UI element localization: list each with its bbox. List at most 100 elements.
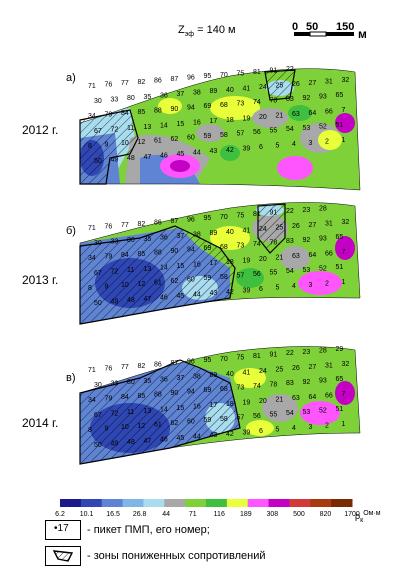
picket-number: 6 bbox=[259, 428, 263, 435]
picket-number: 10 bbox=[121, 424, 129, 431]
picket-number: 67 bbox=[94, 128, 102, 135]
picket-number: 25 bbox=[276, 83, 284, 90]
picket-number: 60 bbox=[187, 419, 195, 426]
picket-number: 70 bbox=[220, 356, 228, 363]
picket-number: 9 bbox=[105, 426, 109, 433]
picket-number: 12 bbox=[138, 423, 146, 430]
picket-number: 61 bbox=[154, 137, 162, 144]
low-resistivity-zone-2014 bbox=[79, 359, 241, 465]
picket-number: 29 bbox=[336, 346, 344, 353]
picket-number: 89 bbox=[210, 88, 218, 95]
picket-number: 58 bbox=[220, 274, 228, 281]
picket-number: 60 bbox=[187, 277, 195, 284]
picket-number: 30 bbox=[94, 98, 102, 105]
picket-number: 41 bbox=[243, 85, 251, 92]
picket-number: 39 bbox=[243, 287, 251, 294]
picket-number: 76 bbox=[105, 82, 113, 89]
picket-number: 66 bbox=[325, 392, 333, 399]
picket-number: 71 bbox=[88, 225, 96, 232]
picket-number: 20 bbox=[259, 114, 267, 121]
panel-letter-b: б) bbox=[66, 225, 76, 237]
legend-swatch bbox=[310, 499, 332, 507]
picket-number: 38 bbox=[193, 374, 201, 381]
picket-number: 52 bbox=[319, 407, 327, 414]
picket-number: 45 bbox=[177, 435, 185, 442]
picket-number: 41 bbox=[243, 369, 251, 376]
picket-number: 96 bbox=[187, 359, 195, 366]
picket-number: 70 bbox=[220, 214, 228, 221]
picket-number: 48 bbox=[127, 297, 135, 304]
picket-number: 35 bbox=[144, 378, 152, 385]
picket-number: 50 bbox=[94, 300, 102, 307]
year-label-2014: 2014 г. bbox=[22, 416, 59, 430]
picket-number: 20 bbox=[259, 256, 267, 263]
picket-number: 40 bbox=[226, 87, 234, 94]
picket-number: 86 bbox=[154, 361, 162, 368]
picket-number: 83 bbox=[286, 238, 294, 245]
picket-number: 33 bbox=[111, 381, 119, 388]
picket-number: 36 bbox=[160, 234, 168, 241]
picket-number: 19 bbox=[243, 115, 251, 122]
legend-swatch bbox=[268, 499, 290, 507]
picket-number: 57 bbox=[237, 414, 245, 421]
picket-number: 23 bbox=[303, 207, 311, 214]
picket-number: 66 bbox=[325, 250, 333, 257]
picket-number: 18 bbox=[226, 117, 234, 124]
picket-number: 44 bbox=[193, 292, 201, 299]
picket-number: 28 bbox=[319, 205, 327, 212]
picket-number: 61 bbox=[154, 279, 162, 286]
picket-number: 46 bbox=[160, 294, 168, 301]
picket-number: 62 bbox=[171, 420, 179, 427]
picket-number: 24 bbox=[259, 84, 267, 91]
legend-zone-row: - зоны пониженных сопротивлений bbox=[45, 545, 266, 567]
picket-number: 59 bbox=[204, 417, 212, 424]
picket-number: 80 bbox=[127, 237, 135, 244]
picket-number: 12 bbox=[138, 139, 146, 146]
picket-number: 10 bbox=[121, 282, 129, 289]
picket-number: 37 bbox=[177, 91, 185, 98]
picket-number: 91 bbox=[270, 68, 278, 75]
picket-number: 57 bbox=[237, 130, 245, 137]
picket-number: 3 bbox=[309, 424, 313, 431]
picket-number: 15 bbox=[177, 263, 185, 270]
picket-number: 49 bbox=[111, 441, 119, 448]
picket-number: 58 bbox=[220, 132, 228, 139]
picket-number: 2 bbox=[325, 280, 329, 287]
legend-value-label: 71 bbox=[189, 511, 197, 518]
picket-number: 76 bbox=[105, 224, 113, 231]
picket-number: 52 bbox=[319, 265, 327, 272]
picket-number: 30 bbox=[94, 240, 102, 247]
picket-number: 67 bbox=[94, 412, 102, 419]
scale-unit: м bbox=[358, 27, 367, 41]
picket-number: 43 bbox=[210, 290, 218, 297]
picket-number: 85 bbox=[138, 393, 146, 400]
picket-number: 21 bbox=[276, 397, 284, 404]
picket-number: 17 bbox=[210, 260, 218, 267]
legend-value-label: 6.2 bbox=[55, 511, 65, 518]
picket-number: 94 bbox=[187, 247, 195, 254]
picket-number: 1 bbox=[342, 137, 346, 144]
picket-number: 22 bbox=[286, 66, 294, 73]
picket-number: 90 bbox=[171, 248, 179, 255]
legend-swatch bbox=[289, 499, 311, 507]
picket-number: 95 bbox=[204, 73, 212, 80]
picket-number: 3 bbox=[309, 282, 313, 289]
picket-number: 85 bbox=[138, 251, 146, 258]
picket-number: 88 bbox=[154, 107, 162, 114]
zone-legend-text: - зоны пониженных сопротивлений bbox=[87, 550, 266, 562]
scale-tick-150: 150 bbox=[336, 21, 354, 33]
picket-number: 82 bbox=[138, 79, 146, 86]
picket-number: 90 bbox=[171, 390, 179, 397]
picket-number: 5 bbox=[276, 427, 280, 434]
picket-number: 55 bbox=[270, 270, 278, 277]
picket-number: 69 bbox=[204, 103, 212, 110]
picket-number: 25 bbox=[276, 367, 284, 374]
scale-segment-white bbox=[309, 31, 327, 37]
picket-number: 62 bbox=[171, 278, 179, 285]
picket-number: 88 bbox=[154, 391, 162, 398]
picket-number: 11 bbox=[127, 267, 134, 274]
picket-number: 95 bbox=[204, 215, 212, 222]
picket-number: 72 bbox=[111, 411, 119, 418]
picket-number: 73 bbox=[237, 242, 245, 249]
